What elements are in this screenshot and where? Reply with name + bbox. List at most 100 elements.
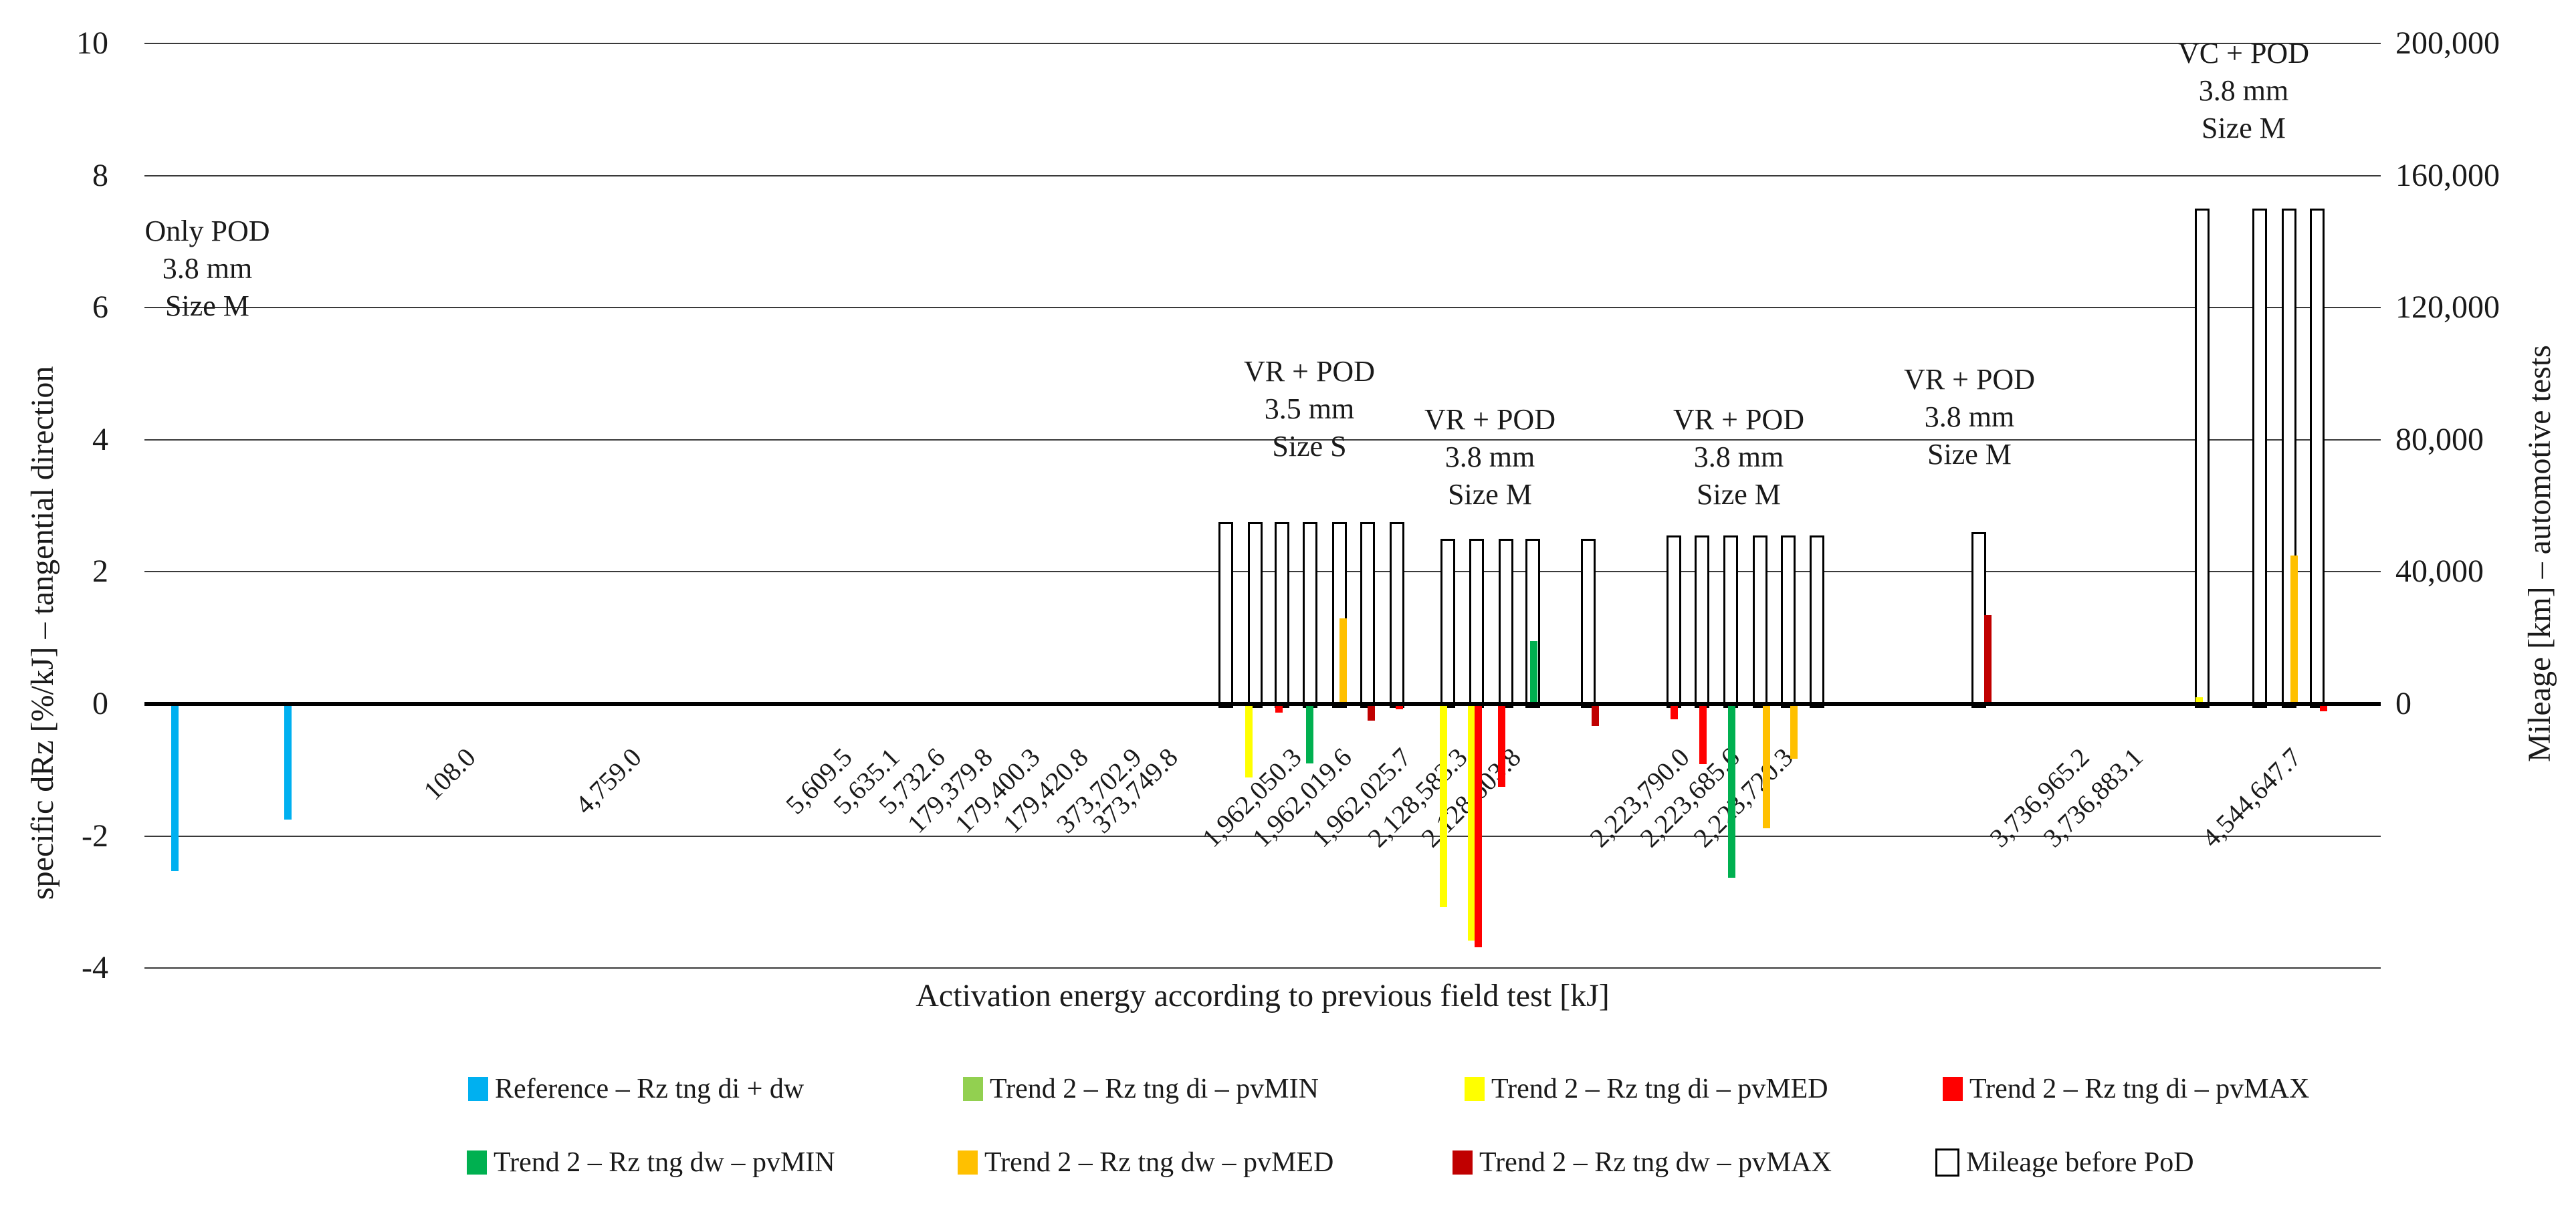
bar-mileage-before-pod: [1360, 522, 1375, 708]
bar-trend-2-rz-tng-di-pvmax: [2319, 706, 2327, 711]
annotation-line: Size M: [1448, 478, 1532, 511]
legend-label: Trend 2 – Rz tng di – pvMED: [1491, 1074, 1828, 1104]
bar-mileage-before-pod: [1440, 539, 1455, 708]
right-tick-80-000: 80,000: [2395, 421, 2484, 457]
legend-item-trend-2-rz-tng-di-pvmin: Trend 2 – Rz tng di – pvMIN: [963, 1074, 1319, 1104]
x-tick-3-736-883-1: 3,736,883.1: [2037, 741, 2149, 854]
annotation-line: 3.8 mm: [162, 252, 253, 285]
gridline-10: [144, 43, 2381, 44]
annotation-line: 3.5 mm: [1264, 392, 1355, 425]
right-tick-120-000: 120,000: [2395, 289, 2500, 326]
legend-swatch-trend-2-rz-tng-di-pvmax: [1943, 1077, 1963, 1101]
bar-mileage-before-pod: [2195, 209, 2210, 708]
bar-mileage-before-pod: [1275, 522, 1289, 708]
x-tick-108-0: 108.0: [417, 741, 481, 806]
legend-item-trend-2-rz-tng-dw-pvmed: Trend 2 – Rz tng dw – pvMED: [958, 1147, 1333, 1178]
bar-trend-2-rz-tng-dw-pvmin: [1529, 641, 1537, 704]
right-tick-160-000: 160,000: [2395, 157, 2500, 193]
annotation-line: VR + POD: [1244, 355, 1375, 388]
legend-item-trend-2-rz-tng-di-pvmed: Trend 2 – Rz tng di – pvMED: [1465, 1074, 1828, 1104]
legend-item-reference-rz-tng-di-dw: Reference – Rz tng di + dw: [468, 1074, 804, 1104]
bar-trend-2-rz-tng-di-pvmax: [1395, 706, 1403, 709]
x-axis-title: Activation energy according to previous …: [916, 978, 1610, 1013]
right-tick-40-000: 40,000: [2395, 554, 2484, 590]
annotation-line: VR + POD: [1424, 403, 1555, 436]
legend-swatch-trend-2-rz-tng-dw-pvmin: [467, 1150, 487, 1175]
annotation-line: Only POD: [144, 215, 270, 247]
annotation-vr-pod-3-5-mm-size-s-1: VR + POD 3.5 mm Size S: [1244, 353, 1375, 465]
annotation-line: 3.8 mm: [1444, 441, 1535, 473]
bar-mileage-before-pod: [1499, 539, 1513, 708]
legend-label: Trend 2 – Rz tng di – pvMAX: [1969, 1074, 2310, 1104]
legend-label: Trend 2 – Rz tng di – pvMIN: [990, 1074, 1319, 1104]
right-axis-title: Mileage [km] – automotive tests: [2522, 345, 2557, 762]
annotation-vr-pod-3-8-mm-size-m-4: VR + POD 3.8 mm Size M: [1904, 361, 2035, 473]
bar-trend-2-rz-tng-di-pvmax: [1275, 706, 1283, 713]
annotation-line: Size S: [1272, 430, 1347, 463]
bar-reference-rz-tng-di-dw: [284, 706, 292, 820]
gridline-6: [144, 307, 2381, 309]
left-tick-6: 6: [92, 289, 108, 326]
bar-mileage-before-pod: [1469, 539, 1484, 708]
legend-swatch-trend-2-rz-tng-dw-pvmax: [1453, 1150, 1473, 1175]
annotation-only-pod-3-8-mm-size-m-0: Only POD 3.8 mm Size M: [144, 213, 270, 325]
bar-mileage-before-pod: [2252, 209, 2267, 708]
legend-label: Trend 2 – Rz tng dw – pvMAX: [1479, 1147, 1832, 1178]
bar-trend-2-rz-tng-dw-pvmax: [1367, 706, 1375, 721]
annotation-line: Size M: [2202, 112, 2286, 144]
bar-trend-2-rz-tng-dw-pvmax: [1591, 706, 1599, 726]
bar-trend-2-rz-tng-di-pvmed: [1439, 706, 1447, 908]
left-tick--4: -4: [82, 950, 108, 986]
annotation-line: VR + POD: [1904, 363, 2035, 396]
left-tick-10: 10: [76, 25, 108, 61]
legend-swatch-trend-2-rz-tng-di-pvmed: [1465, 1077, 1485, 1101]
bar-mileage-before-pod: [1753, 535, 1767, 708]
bar-mileage-before-pod: [1390, 522, 1404, 708]
right-tick-0: 0: [2395, 686, 2411, 721]
annotation-line: VR + POD: [1673, 403, 1804, 436]
annotation-line: 3.8 mm: [1693, 441, 1784, 473]
bar-trend-2-rz-tng-di-pvmax: [1670, 706, 1678, 719]
left-axis-title: specific dRz [%/kJ] – tangential directi…: [25, 366, 60, 900]
bar-mileage-before-pod: [1781, 535, 1796, 708]
legend-label: Trend 2 – Rz tng dw – pvMED: [984, 1147, 1334, 1178]
gridline-4: [144, 439, 2381, 441]
legend-item-trend-2-rz-tng-dw-pvmax: Trend 2 – Rz tng dw – pvMAX: [1453, 1147, 1832, 1178]
legend-label: Trend 2 – Rz tng dw – pvMIN: [494, 1147, 835, 1178]
legend-item-trend-2-rz-tng-di-pvmax: Trend 2 – Rz tng di – pvMAX: [1943, 1074, 2309, 1104]
legend-item-mileage-before-pod: Mileage before PoD: [1935, 1147, 2194, 1178]
bar-trend-2-rz-tng-di-pvmax: [1474, 706, 1482, 947]
bar-trend-2-rz-tng-di-pvmed: [1245, 706, 1253, 777]
bar-mileage-before-pod: [1810, 535, 1824, 708]
gridline--2: [144, 835, 2381, 837]
left-tick--2: -2: [82, 818, 108, 854]
legend-label: Reference – Rz tng di + dw: [495, 1074, 804, 1104]
bar-mileage-before-pod: [1667, 535, 1681, 708]
left-tick-8: 8: [92, 157, 108, 193]
annotation-vc-pod-3-8-mm-size-m-5: VC + POD 3.8 mm Size M: [2178, 35, 2309, 147]
annotation-vr-pod-3-8-mm-size-m-2: VR + POD 3.8 mm Size M: [1424, 401, 1555, 513]
bar-trend-2-rz-tng-di-pvmed: [1467, 706, 1475, 941]
right-tick-200-000: 200,000: [2395, 25, 2500, 61]
annotation-line: Size M: [165, 289, 249, 322]
bar-trend-2-rz-tng-dw-pvmed: [1790, 706, 1798, 759]
bar-trend-2-rz-tng-dw-pvmed: [1339, 618, 1347, 704]
bar-trend-2-rz-tng-dw-pvmin: [1727, 706, 1735, 878]
bar-trend-2-rz-tng-dw-pvmed: [2290, 555, 2298, 704]
bar-mileage-before-pod: [1581, 539, 1596, 708]
annotation-line: Size M: [1697, 478, 1781, 511]
annotation-line: 3.8 mm: [2198, 74, 2289, 107]
x-axis-zero-line: [144, 702, 2381, 706]
bar-mileage-before-pod: [1248, 522, 1263, 708]
bar-mileage-before-pod: [1695, 535, 1709, 708]
legend-item-trend-2-rz-tng-dw-pvmin: Trend 2 – Rz tng dw – pvMIN: [467, 1147, 835, 1178]
legend-swatch-mileage-before-pod: [1935, 1148, 1959, 1177]
bar-mileage-before-pod: [2310, 209, 2325, 708]
bar-mileage-before-pod: [1723, 535, 1738, 708]
bar-mileage-before-pod: [1303, 522, 1317, 708]
bar-trend-2-rz-tng-dw-pvmed: [1762, 706, 1770, 828]
annotation-line: VC + POD: [2178, 37, 2309, 70]
left-tick-4: 4: [92, 421, 108, 457]
left-tick-2: 2: [92, 554, 108, 590]
